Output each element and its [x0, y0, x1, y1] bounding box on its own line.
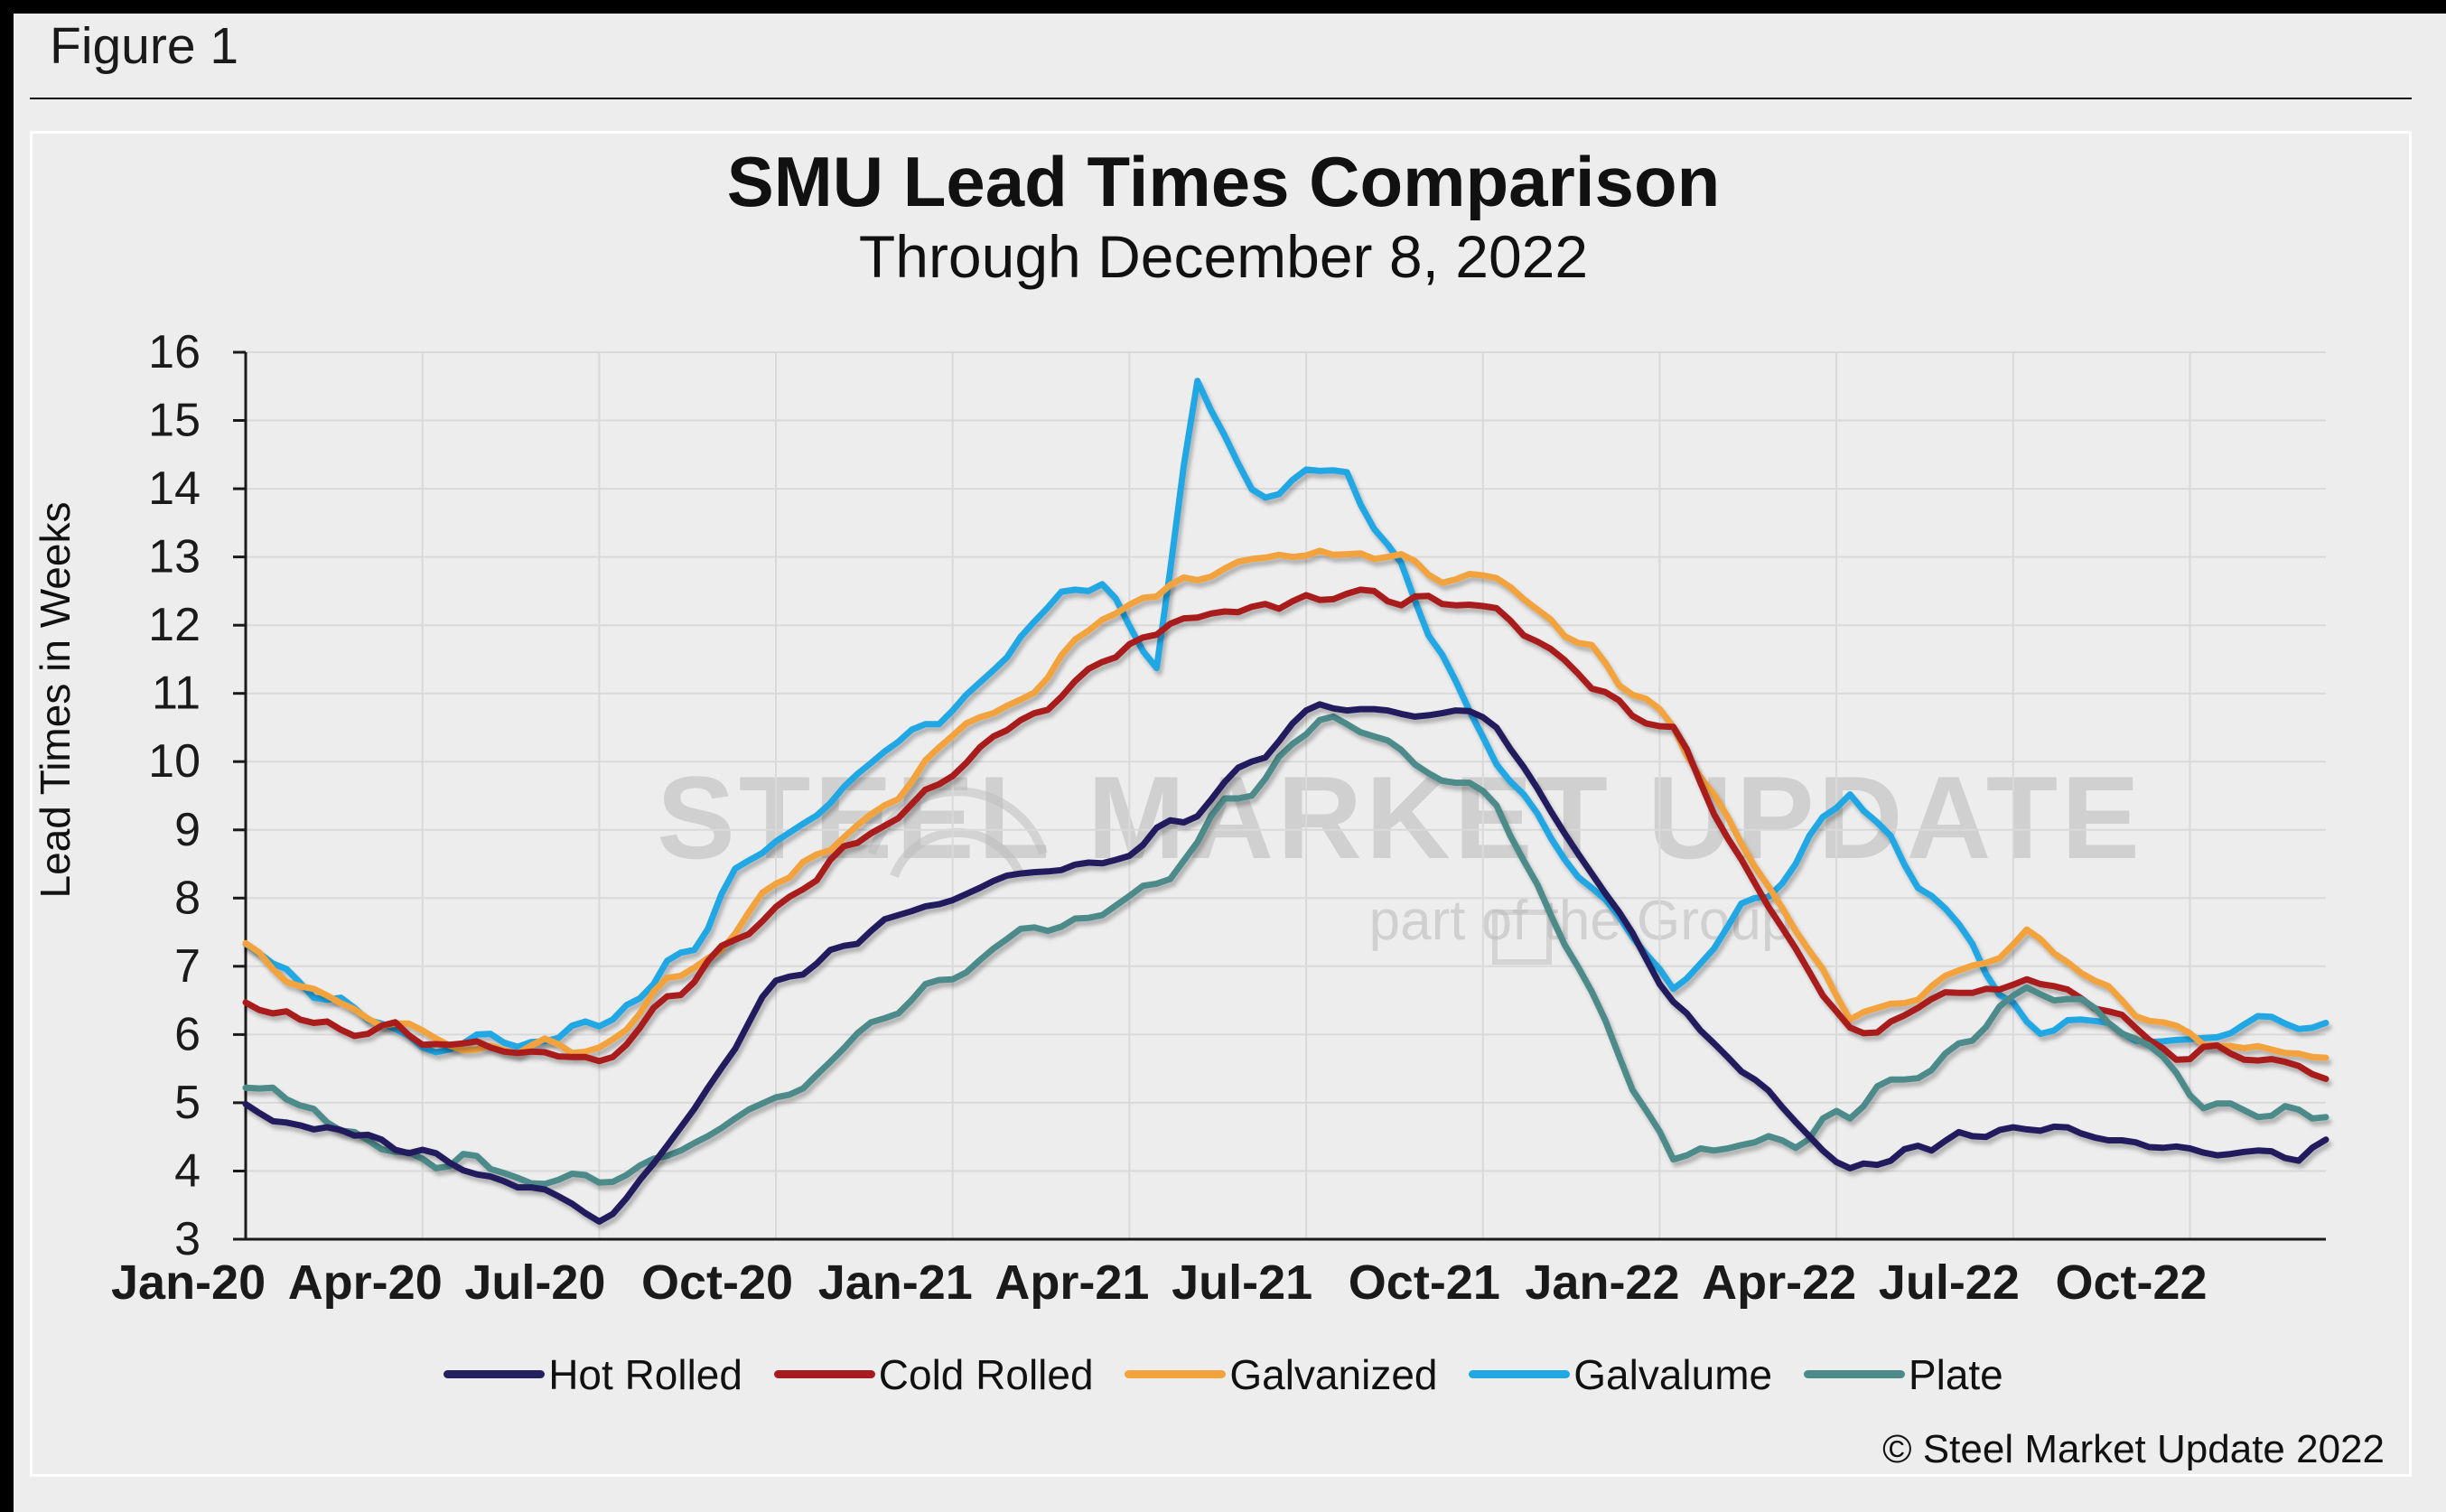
svg-text:14: 14	[148, 462, 201, 515]
svg-text:Jan-20: Jan-20	[111, 1255, 266, 1310]
svg-text:10: 10	[148, 735, 201, 788]
svg-text:12: 12	[148, 599, 201, 651]
svg-text:4: 4	[174, 1145, 201, 1198]
svg-text:STEEL MARKET UPDATE: STEEL MARKET UPDATE	[657, 751, 2143, 883]
svg-text:5: 5	[174, 1077, 201, 1129]
svg-text:15: 15	[148, 395, 201, 447]
svg-text:11: 11	[152, 667, 201, 720]
svg-text:Oct-21: Oct-21	[1349, 1255, 1500, 1310]
svg-text:8: 8	[174, 872, 201, 924]
svg-text:Oct-22: Oct-22	[2056, 1255, 2208, 1310]
svg-text:6: 6	[174, 1008, 201, 1060]
svg-text:Apr-21: Apr-21	[994, 1255, 1149, 1310]
svg-text:13: 13	[148, 531, 201, 583]
svg-text:Jul-22: Jul-22	[1879, 1255, 2020, 1310]
svg-text:16: 16	[148, 326, 201, 378]
svg-text:Jan-22: Jan-22	[1525, 1255, 1679, 1310]
svg-text:7: 7	[174, 940, 201, 993]
svg-text:Jul-21: Jul-21	[1172, 1255, 1312, 1310]
svg-text:Oct-20: Oct-20	[641, 1255, 793, 1310]
svg-text:Jul-20: Jul-20	[464, 1255, 605, 1310]
svg-text:9: 9	[174, 804, 201, 856]
svg-text:Apr-20: Apr-20	[288, 1255, 443, 1310]
svg-text:Apr-22: Apr-22	[1702, 1255, 1856, 1310]
svg-text:Jan-21: Jan-21	[818, 1255, 973, 1310]
